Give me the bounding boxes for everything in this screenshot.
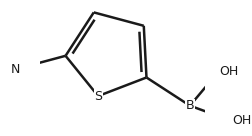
- Text: S: S: [94, 89, 102, 103]
- Text: N: N: [11, 63, 20, 76]
- Text: B: B: [185, 99, 194, 112]
- Text: OH: OH: [232, 114, 251, 127]
- Text: OH: OH: [219, 65, 238, 78]
